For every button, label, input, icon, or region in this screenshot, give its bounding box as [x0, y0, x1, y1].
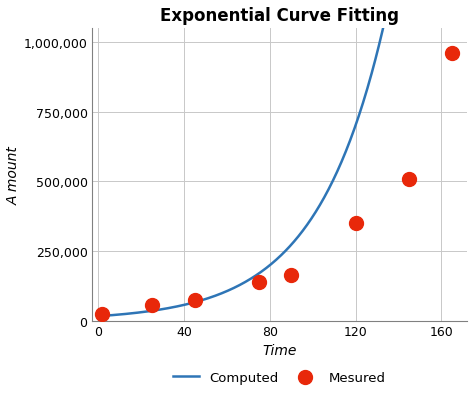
Mesured — [148, 302, 155, 309]
Computed — [265, 264, 271, 269]
Legend: Computed, Mesured: Computed, Mesured — [173, 371, 386, 384]
Mesured — [99, 311, 106, 317]
Computed — [289, 242, 295, 247]
Computed — [268, 263, 273, 267]
X-axis label: Time: Time — [262, 344, 297, 357]
Computed — [309, 217, 314, 221]
Mesured — [405, 176, 413, 182]
Mesured — [255, 279, 263, 285]
Mesured — [287, 272, 295, 278]
Line: Computed: Computed — [98, 0, 456, 316]
Mesured — [448, 51, 456, 57]
Title: Exponential Curve Fitting: Exponential Curve Fitting — [160, 7, 399, 25]
Computed — [95, 314, 101, 319]
Y-axis label: A mount: A mount — [7, 146, 21, 205]
Mesured — [352, 221, 359, 227]
Mesured — [191, 297, 199, 303]
